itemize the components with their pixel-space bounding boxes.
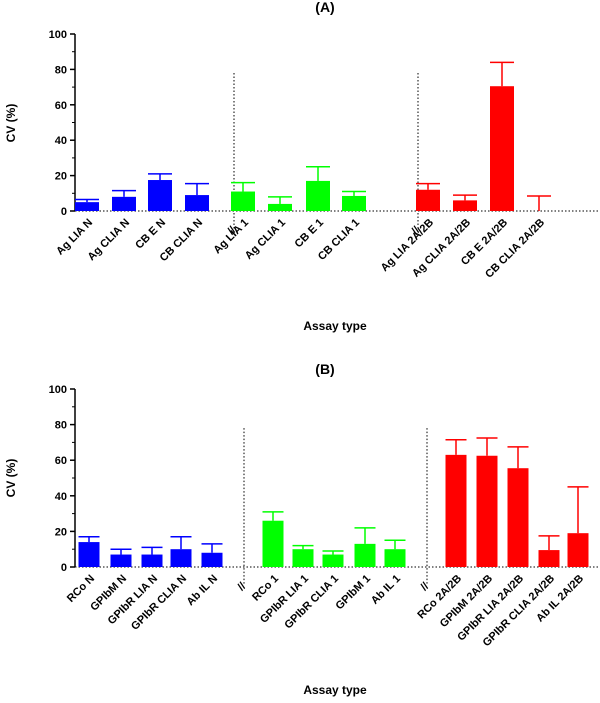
- bar: [292, 549, 314, 567]
- bar: [110, 554, 132, 567]
- y-tick-label: 20: [55, 171, 67, 183]
- y-tick-label: 0: [61, 562, 67, 574]
- axis-break-mark: //: [418, 580, 431, 593]
- bar: [185, 195, 209, 211]
- panel-a-ylabel: CV (%): [4, 104, 18, 143]
- bar: [75, 202, 99, 211]
- panel-a-xlabel: Assay type: [303, 319, 367, 333]
- axis-break-mark: //: [235, 580, 248, 593]
- bar: [507, 468, 529, 567]
- bar: [354, 543, 376, 567]
- panel-a: (A) CV (%) Assay type 0 20 40 60 80 100 Ag LI…: [4, 0, 598, 333]
- bar: [567, 533, 589, 567]
- category-label: GPIbM 1: [334, 573, 374, 613]
- category-label: Ab IL N: [185, 573, 221, 609]
- panel-b-title: (B): [315, 361, 334, 377]
- bar: [342, 195, 366, 211]
- y-tick-label: 60: [55, 100, 67, 112]
- y-tick-label: 0: [61, 206, 67, 218]
- category-label: Ab IL 1: [369, 573, 403, 607]
- y-tick-label: 20: [55, 526, 67, 538]
- panel-b-bars: [78, 437, 589, 567]
- bar: [148, 180, 172, 211]
- y-tick-label: 40: [55, 491, 67, 503]
- bar: [112, 196, 136, 211]
- panel-a-category-labels: Ag LIA NAg CLIA N CB E NCB CLIA N Ag LIA 1…: [54, 217, 547, 281]
- bar: [490, 86, 514, 211]
- panel-b-ylabel: CV (%): [4, 459, 18, 498]
- y-tick-label: 60: [55, 455, 67, 467]
- panel-a-bars: [75, 61, 551, 211]
- bar: [170, 549, 192, 567]
- panel-b-y-axis: 0 20 40 60 80 100: [49, 384, 76, 574]
- bar: [538, 550, 560, 567]
- bar: [445, 454, 467, 567]
- y-tick-label: 100: [49, 29, 67, 41]
- category-label: Ag CLIA 1: [243, 217, 288, 262]
- category-label: CB E 1: [293, 217, 327, 251]
- y-tick-label: 40: [55, 135, 67, 147]
- bar: [384, 549, 406, 567]
- bar: [262, 520, 284, 567]
- panel-b: (B) CV (%) Assay type 0 20 40 60 80 100 RCo N…: [4, 361, 598, 697]
- y-tick-label: 80: [55, 64, 67, 76]
- panel-a-title: (A): [315, 0, 334, 15]
- bar: [78, 542, 100, 567]
- y-tick-label: 80: [55, 420, 67, 432]
- bar: [141, 554, 163, 567]
- bar: [231, 191, 255, 211]
- bar: [476, 455, 498, 567]
- y-tick-label: 100: [49, 384, 67, 396]
- panel-b-xlabel: Assay type: [303, 683, 367, 697]
- panel-b-gridlines: [75, 428, 598, 585]
- bar: [306, 180, 330, 211]
- category-label: CB E N: [133, 217, 168, 252]
- bar: [322, 554, 344, 567]
- bar: [416, 189, 440, 211]
- bar: [453, 200, 477, 211]
- panel-a-y-axis: 0 20 40 60 80 100: [49, 29, 76, 218]
- category-label: GPIbR CLIA 1: [282, 573, 341, 632]
- bar: [268, 203, 292, 211]
- bar: [201, 552, 223, 567]
